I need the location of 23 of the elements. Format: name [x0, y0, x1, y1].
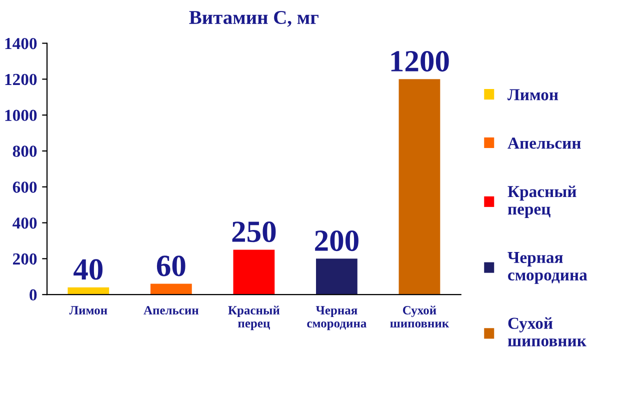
- y-tick-label: 1000: [5, 110, 37, 122]
- y-tick-label: 400: [12, 217, 37, 229]
- y-tick-label: 800: [12, 146, 37, 157]
- data-label: 60: [156, 256, 186, 276]
- y-tick-label: 1200: [5, 74, 37, 86]
- data-label: 1200: [391, 50, 449, 72]
- data-label: 250: [232, 221, 276, 242]
- y-tick-label: 200: [13, 253, 37, 265]
- y-tick-label: 600: [12, 182, 37, 193]
- legend-label: Черная смородина: [508, 252, 588, 284]
- x-tick-label: Красный перец: [228, 306, 280, 330]
- data-label: 200: [315, 230, 358, 252]
- data-label: 40: [74, 259, 103, 280]
- y-tick-label: 0: [30, 289, 37, 301]
- legend-label: Лимон: [507, 89, 558, 100]
- legend-label: Апельсин: [508, 138, 581, 149]
- y-tick-label: 1400: [5, 38, 37, 50]
- legend-label: Красный перец: [508, 186, 576, 218]
- x-tick-label: Лимон: [69, 306, 108, 314]
- x-tick-label: Сухой шиповник: [390, 306, 450, 328]
- x-tick-label: Апельсин: [144, 306, 199, 314]
- x-tick-label: Черная смородина: [307, 306, 366, 330]
- chart-title: Витамин С, мг: [189, 10, 318, 27]
